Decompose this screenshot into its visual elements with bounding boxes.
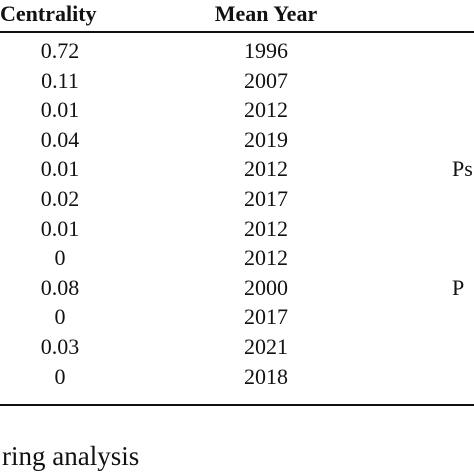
table-cell: 2012 xyxy=(244,156,288,182)
table-cell: 0.72 xyxy=(40,38,80,63)
table-cell: 1996 xyxy=(244,38,288,63)
table-cell: 2012 xyxy=(244,245,288,271)
table-cell: 2012 xyxy=(244,97,288,123)
table-cell: 0 xyxy=(54,245,66,271)
column-header: Mean Year xyxy=(214,1,318,26)
table-cell: 0.02 xyxy=(40,186,80,211)
table-cell: 0.01 xyxy=(40,97,80,123)
table-cell: Ps xyxy=(452,156,473,182)
table-cell: 0.03 xyxy=(40,334,80,359)
table-cell: 0.01 xyxy=(40,156,80,182)
table-cell: 2017 xyxy=(244,186,288,211)
table-cell: 2019 xyxy=(244,126,288,152)
table-cell: 2000 xyxy=(244,274,288,300)
table-cell: 0.08 xyxy=(40,274,80,300)
bottom-rule xyxy=(0,404,474,406)
table-cell: 0.01 xyxy=(40,215,80,241)
table-cell: 2007 xyxy=(244,67,288,93)
table-cell: 0.11 xyxy=(41,67,79,93)
column-header: Centrality xyxy=(0,1,97,26)
table-cell: 2018 xyxy=(244,363,288,389)
table-cell: 2021 xyxy=(244,334,288,359)
table-cell: 2012 xyxy=(244,215,288,241)
caption: ring analysis xyxy=(2,441,140,471)
table-cell: 0.04 xyxy=(40,126,80,152)
table-cell: 0 xyxy=(54,304,66,330)
table-cell: 0 xyxy=(54,363,66,389)
table-cell: P xyxy=(452,274,465,300)
table-cell: 2017 xyxy=(244,304,288,330)
header-rule xyxy=(0,31,474,33)
